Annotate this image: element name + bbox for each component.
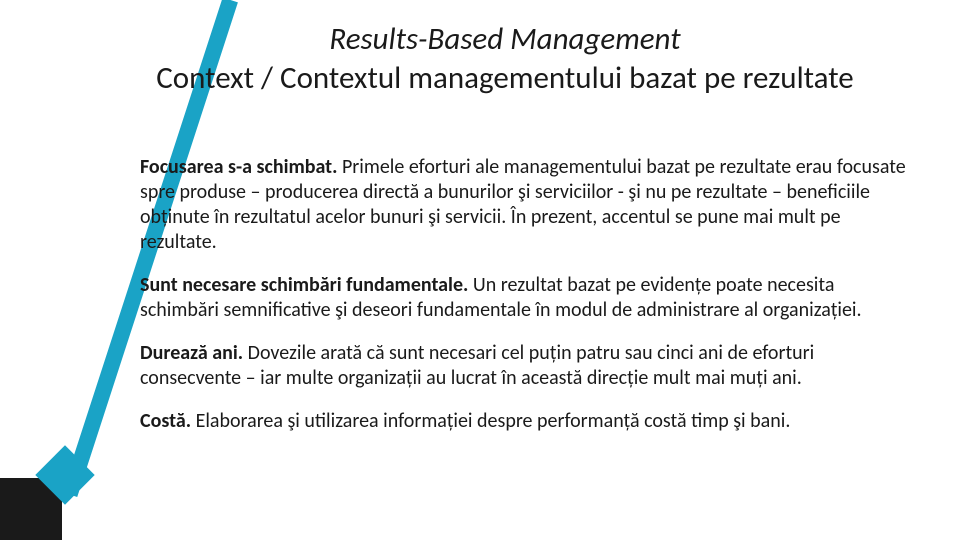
paragraph: Durează ani. Dovezile arată că sunt nece…: [140, 341, 910, 391]
paragraph-lead: Focusarea s-a schimbat.: [140, 155, 337, 179]
slide: Results-Based Management Context / Conte…: [0, 0, 960, 540]
slide-title: Results-Based Management Context / Conte…: [80, 20, 930, 98]
paragraph: Sunt necesare schimbări fundamentale. Un…: [140, 273, 910, 323]
paragraph: Costă. Elaborarea şi utilizarea informaț…: [140, 409, 910, 434]
paragraph-rest: Elaborarea şi utilizarea informației des…: [191, 409, 790, 433]
paragraph-lead: Durează ani.: [140, 341, 243, 365]
paragraph-lead: Sunt necesare schimbări fundamentale.: [140, 273, 468, 297]
title-line-2: Context / Contextul managementului bazat…: [80, 59, 930, 98]
paragraph: Focusarea s-a schimbat. Primele eforturi…: [140, 155, 910, 255]
title-line-1: Results-Based Management: [80, 20, 930, 59]
slide-body: Focusarea s-a schimbat. Primele eforturi…: [140, 155, 910, 452]
paragraph-lead: Costă.: [140, 409, 191, 433]
